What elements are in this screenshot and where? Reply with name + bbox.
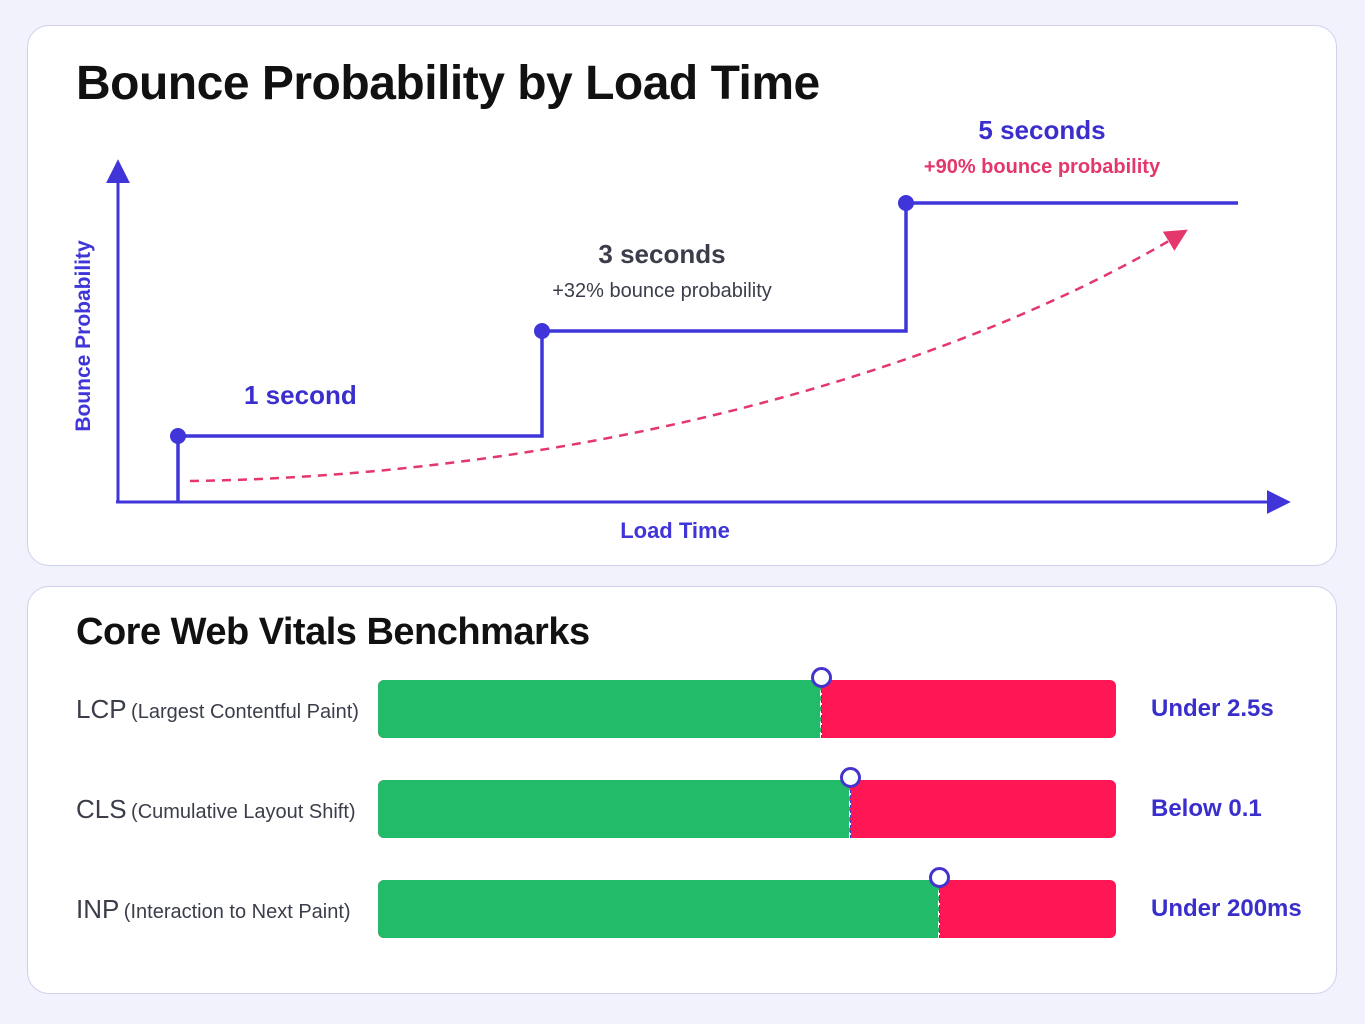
metric-full-name: (Largest Contentful Paint) (131, 701, 359, 723)
vitals-card: Core Web Vitals Benchmarks LCP (Largest … (27, 586, 1337, 994)
step-point (170, 428, 186, 444)
metric-bar (378, 767, 1116, 838)
metric-row-inp: INP (Interaction to Next Paint) Under 20… (28, 867, 1336, 938)
step-note: +32% bounce probability (552, 280, 772, 302)
metric-good-segment (378, 680, 821, 738)
metric-label: LCP (Largest Contentful Paint) (76, 680, 359, 738)
threshold-marker-dot (811, 667, 832, 688)
threshold-marker-dot (929, 867, 950, 888)
step-label: 3 seconds (598, 239, 725, 269)
bounce-chart-title: Bounce Probability by Load Time (76, 57, 820, 110)
step-label: 5 seconds (978, 115, 1105, 145)
threshold-marker-dot (840, 767, 861, 788)
bounce-chart-card: Bounce Probability by Load Time Bounce P… (27, 25, 1337, 566)
metric-abbr: INP (76, 894, 120, 924)
step-note: +90% bounce probability (924, 156, 1161, 178)
metric-label: CLS (Cumulative Layout Shift) (76, 780, 356, 838)
step-label: 1 second (244, 380, 357, 410)
y-axis-label: Bounce Probability (72, 240, 95, 432)
step-point (534, 323, 550, 339)
metric-threshold: Under 2.5s (1151, 695, 1274, 722)
metric-threshold: Below 0.1 (1151, 795, 1262, 822)
metric-row-lcp: LCP (Largest Contentful Paint) Under 2.5… (28, 667, 1336, 738)
metric-good-segment (378, 880, 939, 938)
metric-row-cls: CLS (Cumulative Layout Shift) Below 0.1 (28, 767, 1336, 838)
trend-curve (189, 229, 1188, 483)
metric-threshold: Under 200ms (1151, 895, 1302, 922)
vitals-title: Core Web Vitals Benchmarks (76, 611, 590, 653)
bounce-chart: Bounce Probability Load Time 1 second 3 s… (72, 115, 1291, 543)
metric-full-name: (Interaction to Next Paint) (123, 901, 351, 923)
metric-bar (378, 667, 1116, 738)
metric-full-name: (Cumulative Layout Shift) (131, 801, 356, 823)
x-axis-label: Load Time (620, 518, 730, 543)
metric-abbr: LCP (76, 694, 127, 724)
metric-good-segment (378, 780, 850, 838)
metric-abbr: CLS (76, 794, 127, 824)
metric-bar (378, 867, 1116, 938)
metric-label: INP (Interaction to Next Paint) (76, 880, 351, 938)
step-point (898, 195, 914, 211)
